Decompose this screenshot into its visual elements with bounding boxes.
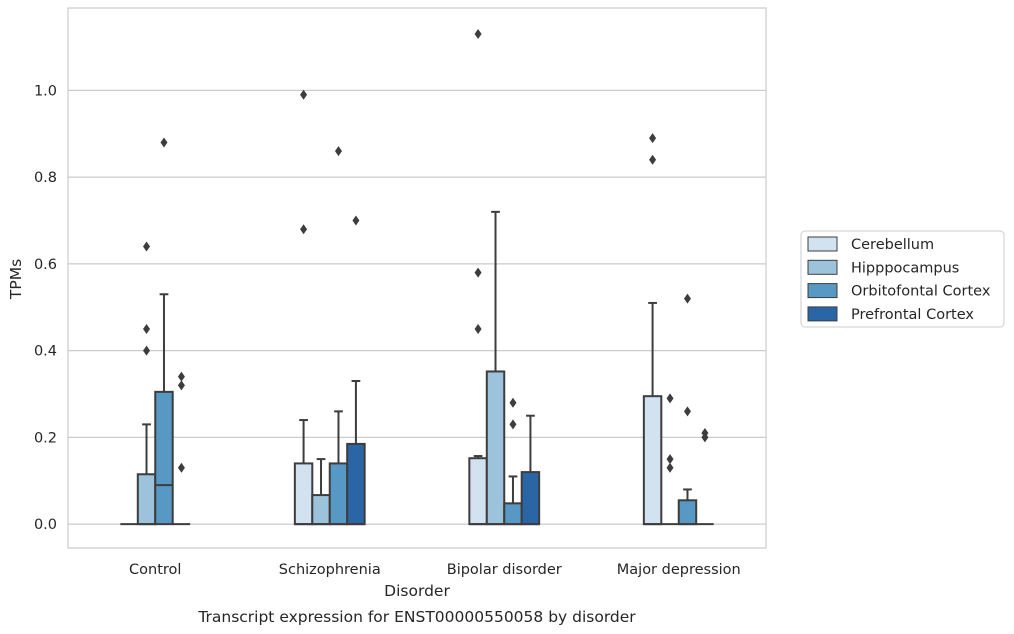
y-tick-label: 1.0 <box>34 83 57 99</box>
outlier-point <box>474 323 482 334</box>
box-body <box>293 462 314 526</box>
legend-entry: Cerebellum <box>851 237 934 253</box>
outlier-point <box>177 462 185 473</box>
box-0-3 <box>172 371 191 526</box>
outlier-point <box>352 215 360 226</box>
outlier-point <box>143 345 151 356</box>
box-2-2 <box>503 397 523 526</box>
y-tick-label: 0.2 <box>34 430 57 446</box>
legend-frame <box>800 230 1005 328</box>
box-3-1 <box>661 393 679 526</box>
legend: Cerebellum Hipppocampus Orbitofontal Corte… <box>800 230 1005 328</box>
box-body <box>311 494 331 526</box>
outlier-point <box>177 371 185 382</box>
outlier-point <box>649 133 657 144</box>
x-tick-label: Schizophrenia <box>279 562 381 578</box>
box-3-0 <box>642 133 663 526</box>
outlier-point <box>701 428 709 439</box>
box-1-1 <box>311 458 331 526</box>
legend-entry: Prefrontal Cortex <box>851 307 974 323</box>
box-body <box>677 499 698 526</box>
outlier-point <box>666 462 674 473</box>
box-3-3 <box>696 428 714 526</box>
outlier-point <box>649 154 657 165</box>
y-tick-label: 0.4 <box>34 344 57 360</box>
x-tick-label: Bipolar disorder <box>447 562 562 578</box>
box-0-1 <box>136 241 157 526</box>
legend-entry: Orbitofontal Cortex <box>851 284 991 300</box>
x-axis-ticks: Control Schizophrenia Bipolar disorder Majo… <box>129 562 741 578</box>
outlier-point <box>143 323 151 334</box>
box-3-2 <box>677 293 698 526</box>
outlier-point <box>474 29 482 40</box>
outlier-point <box>666 454 674 465</box>
box-body <box>642 395 663 526</box>
box-body <box>154 390 174 526</box>
outlier-point <box>683 406 691 417</box>
box-body <box>485 370 506 526</box>
outlier-point <box>300 224 308 235</box>
outlier-point <box>300 89 308 100</box>
box-body <box>328 462 349 526</box>
x-tick-label: Control <box>129 562 181 578</box>
legend-swatch <box>807 283 838 299</box>
x-axis-label: Disorder <box>384 582 450 600</box>
legend-entry: Hipppocampus <box>851 260 959 276</box>
outlier-point <box>683 293 691 304</box>
outlier-point <box>160 137 168 148</box>
box-groups <box>120 29 714 526</box>
y-axis-ticks: 0.0 0.2 0.4 0.6 0.8 1.0 <box>34 83 57 533</box>
x-tick-label: Major depression <box>617 562 741 578</box>
box-body <box>346 442 366 526</box>
y-tick-label: 0.8 <box>34 170 57 186</box>
box-body <box>520 471 541 526</box>
outlier-point <box>143 241 151 252</box>
box-1-3 <box>346 215 366 526</box>
outlier-point <box>509 397 517 408</box>
box-1-2 <box>328 146 349 526</box>
outlier-point <box>666 393 674 404</box>
legend-swatch <box>807 306 838 322</box>
box-2-0 <box>468 29 488 526</box>
legend-swatch <box>807 236 838 252</box>
outlier-point <box>509 419 517 430</box>
legend-swatch <box>807 259 838 275</box>
box-0-2 <box>154 137 174 526</box>
outlier-point <box>177 380 185 391</box>
y-tick-label: 0.0 <box>34 517 57 533</box>
outlier-point <box>474 267 482 278</box>
box-1-0 <box>293 89 314 526</box>
y-tick-label: 0.6 <box>34 257 57 273</box>
box-2-3 <box>520 414 541 526</box>
y-axis-label: TPMs <box>7 259 25 300</box>
box-2-1 <box>485 210 506 526</box>
box-body <box>503 502 523 526</box>
outlier-point <box>334 146 342 157</box>
box-body <box>468 457 488 526</box>
chart-caption: Transcript expression for ENST0000055005… <box>197 608 636 626</box>
plot-area-frame <box>67 7 767 549</box>
box-body <box>136 473 157 526</box>
